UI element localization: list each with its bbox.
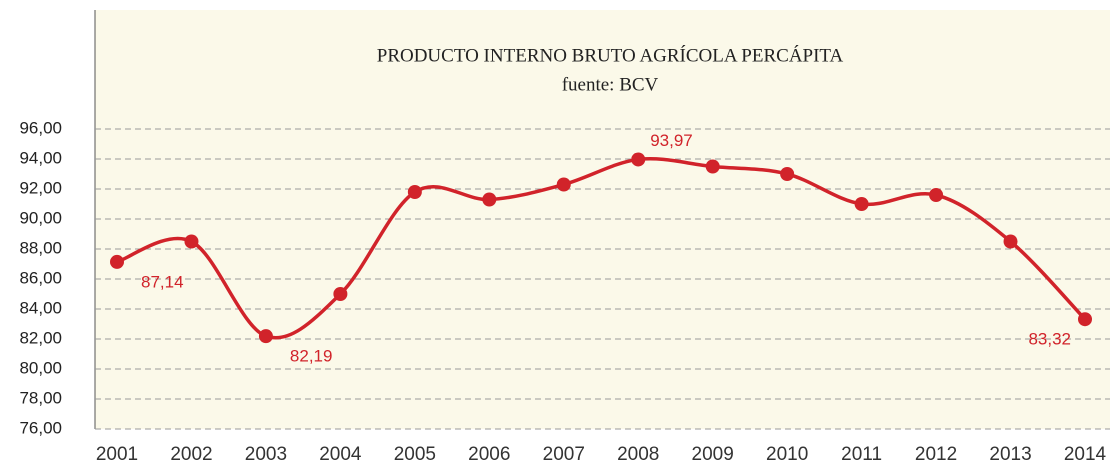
x-tick-label: 2001 bbox=[96, 444, 138, 465]
y-tick-label: 94,00 bbox=[19, 148, 62, 167]
point bbox=[854, 197, 869, 211]
x-tick-label: 2006 bbox=[468, 444, 510, 465]
x-tick-label: 2008 bbox=[617, 444, 659, 465]
data-label: 83,32 bbox=[1028, 330, 1071, 349]
point bbox=[631, 152, 646, 167]
y-tick-label: 90,00 bbox=[19, 208, 62, 227]
chart-subtitle: fuente: BCV bbox=[562, 74, 659, 95]
point bbox=[258, 329, 273, 344]
y-tick-label: 82,00 bbox=[19, 328, 62, 347]
point bbox=[780, 167, 795, 181]
y-tick-label: 78,00 bbox=[19, 388, 62, 407]
x-tick-label: 2012 bbox=[915, 444, 957, 465]
point bbox=[482, 192, 497, 207]
x-tick-label: 2003 bbox=[245, 444, 287, 465]
y-tick-label: 88,00 bbox=[19, 238, 62, 257]
y-tick-label: 92,00 bbox=[19, 178, 62, 197]
chart-title: PRODUCTO INTERNO BRUTO AGRÍCOLA PERCÁPIT… bbox=[377, 44, 844, 66]
y-tick-label: 86,00 bbox=[19, 268, 62, 287]
point bbox=[1078, 312, 1092, 327]
point bbox=[407, 185, 422, 199]
x-tick-label: 2014 bbox=[1064, 444, 1107, 465]
point bbox=[333, 287, 348, 301]
data-label: 93,97 bbox=[650, 131, 693, 150]
point bbox=[1003, 234, 1018, 249]
y-tick-label: 80,00 bbox=[19, 358, 62, 377]
y-tick-label: 96,00 bbox=[19, 118, 62, 137]
y-tick-label: 84,00 bbox=[19, 298, 62, 317]
x-tick-label: 2005 bbox=[394, 444, 436, 465]
data-label: 82,19 bbox=[290, 347, 333, 366]
x-tick-label: 2013 bbox=[989, 444, 1031, 465]
point bbox=[705, 159, 720, 174]
x-tick-label: 2007 bbox=[543, 444, 585, 465]
x-tick-label: 2002 bbox=[170, 444, 212, 465]
x-tick-label: 2004 bbox=[319, 444, 362, 465]
point bbox=[556, 177, 571, 192]
y-tick-label: 76,00 bbox=[19, 418, 62, 437]
point bbox=[184, 234, 199, 249]
x-tick-label: 2011 bbox=[841, 444, 882, 465]
point bbox=[929, 188, 944, 202]
x-tick-label: 2009 bbox=[692, 444, 734, 465]
data-label: 87,14 bbox=[141, 272, 184, 291]
point bbox=[110, 254, 124, 269]
x-tick-label: 2010 bbox=[766, 444, 808, 465]
